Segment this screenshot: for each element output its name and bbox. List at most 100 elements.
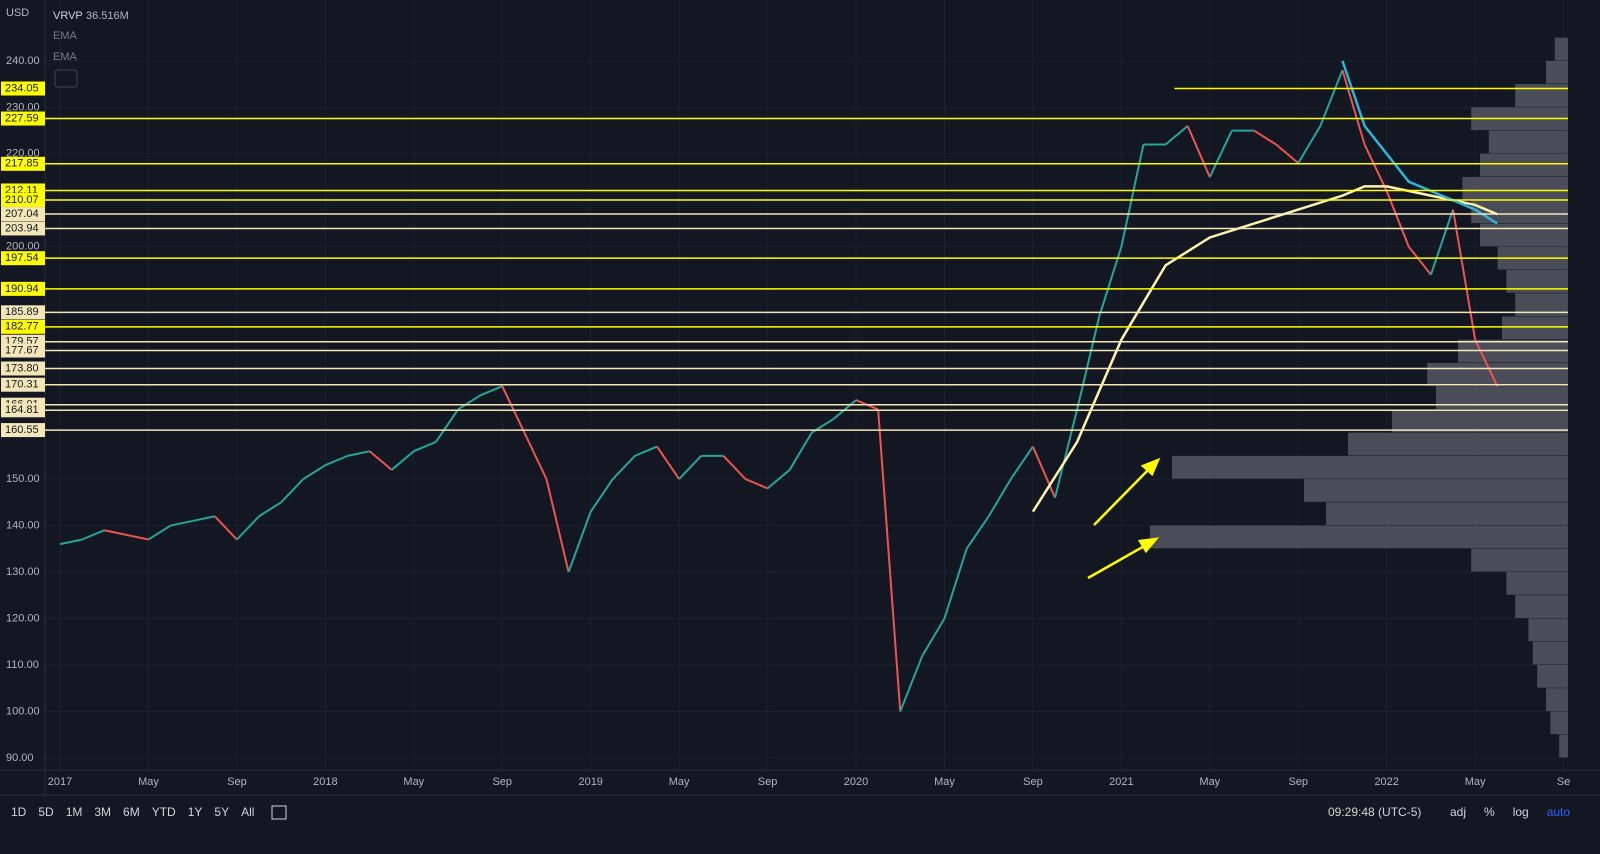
level-label-bg [1, 221, 45, 236]
level-label-bg [1, 156, 45, 171]
volume-profile-bar [1348, 432, 1568, 456]
collapse-button[interactable] [54, 69, 78, 88]
price-segment [987, 478, 1012, 517]
toolbar: 1D 5D 1M 3M 6M YTD 1Y 5Y All 09:29:48 (UTC-5) adj%… [11, 805, 1571, 820]
price-segment [656, 446, 680, 480]
price-segment [1319, 69, 1344, 127]
range-button[interactable]: YTD [152, 805, 176, 819]
volume-profile-bar [1528, 618, 1568, 642]
volume-profile-bar [1550, 711, 1568, 735]
y-tick-label: 130.00 [6, 566, 40, 578]
x-tick-label: May [1199, 776, 1220, 788]
goto-date-button[interactable] [271, 805, 287, 820]
level-label-bg [1, 281, 45, 296]
x-tick-label: 2019 [578, 776, 602, 788]
price-segment [59, 538, 83, 546]
price-segment [1275, 143, 1299, 164]
price-segment [413, 441, 437, 453]
vrvp-label: VRVP [53, 10, 83, 22]
arrow [1087, 543, 1147, 580]
range-button[interactable]: 3M [94, 805, 111, 819]
price-segment [1186, 125, 1211, 178]
ema-line [1341, 60, 1498, 225]
range-button[interactable]: 1M [66, 805, 83, 819]
range-button[interactable]: 1D [11, 805, 27, 819]
y-tick-label: 120.00 [6, 612, 40, 624]
y-tick-label: 240.00 [6, 55, 40, 67]
volume-profile-bar [1326, 502, 1568, 526]
volume-profile-bar [1537, 664, 1568, 688]
price-segment [1341, 69, 1366, 145]
price-segment [678, 455, 702, 480]
price-segment [479, 385, 503, 397]
price-segment [1076, 316, 1101, 410]
price-segment [1363, 144, 1388, 192]
volume-profile-bar [1471, 548, 1568, 572]
price-segment [347, 450, 370, 457]
y-tick-label: 230.00 [6, 101, 40, 113]
x-tick-label: May [934, 776, 955, 788]
volume-profile-bar [1462, 177, 1568, 200]
x-tick-label: 2017 [48, 776, 72, 788]
volume-profile-bar [1480, 153, 1568, 177]
price-segment [612, 455, 636, 480]
price-segment [258, 501, 282, 518]
level-label-bg [1, 305, 45, 320]
price-segment [877, 409, 902, 712]
clock: 09:29:48 (UTC-5) [1328, 805, 1421, 819]
level-label-bg [1, 377, 45, 392]
price-segment [921, 617, 946, 657]
x-tick-label: May [1465, 776, 1486, 788]
price-segment [722, 455, 747, 480]
scale-option[interactable]: % [1484, 805, 1495, 819]
price-segment [567, 511, 592, 573]
annotation-arrows [1087, 457, 1161, 580]
x-tick-label: Se [1557, 776, 1570, 788]
level-label: 160.55 [5, 424, 39, 436]
currency[interactable]: USD [6, 7, 29, 19]
level-label: 227.59 [5, 112, 39, 124]
volume-profile-bar [1427, 362, 1568, 386]
price-segment [104, 529, 127, 536]
y-tick-label: 90.00 [6, 752, 34, 764]
price-segment [899, 655, 924, 712]
vrvp-value: 36.516M [86, 10, 129, 22]
price-segment [1297, 125, 1322, 164]
x-tick-label: May [669, 776, 690, 788]
range-button[interactable]: All [241, 805, 254, 819]
scale-option[interactable]: adj [1450, 805, 1466, 819]
level-label: 207.04 [5, 208, 39, 220]
price-segment [236, 515, 260, 541]
range-button[interactable]: 5D [38, 805, 54, 819]
price-segment [170, 519, 193, 527]
range-button[interactable]: 1Y [188, 805, 203, 819]
price-segment [788, 432, 813, 471]
arrow-head [1140, 457, 1161, 477]
indicator-label: EMA [53, 30, 78, 42]
price-segment [523, 432, 548, 480]
price-segment [1253, 129, 1277, 146]
x-tick-label: Sep [1023, 776, 1043, 788]
price-segment [1164, 125, 1189, 146]
price-segment [457, 394, 481, 411]
range-button[interactable]: 5Y [214, 805, 229, 819]
scale-option[interactable]: log [1513, 805, 1529, 819]
level-label-bg [1, 423, 45, 438]
x-tick-label: Sep [492, 776, 512, 788]
volume-profile-bar [1546, 688, 1568, 711]
level-label-bg [1, 192, 45, 207]
price-segment [1054, 409, 1079, 498]
price-segment [81, 529, 105, 541]
volume-profile-bar [1506, 269, 1568, 293]
scale-option[interactable]: auto [1547, 805, 1571, 819]
volume-profile-bar [1532, 641, 1568, 665]
volume-profile-bar [1480, 223, 1568, 247]
price-segment [501, 385, 526, 434]
price-segment [192, 515, 216, 522]
price-segment [1474, 339, 1499, 387]
y-tick-label: 200.00 [6, 241, 40, 253]
range-button[interactable]: 6M [123, 805, 140, 819]
y-tick-label: 150.00 [6, 473, 40, 485]
level-label-bg [1, 251, 45, 266]
